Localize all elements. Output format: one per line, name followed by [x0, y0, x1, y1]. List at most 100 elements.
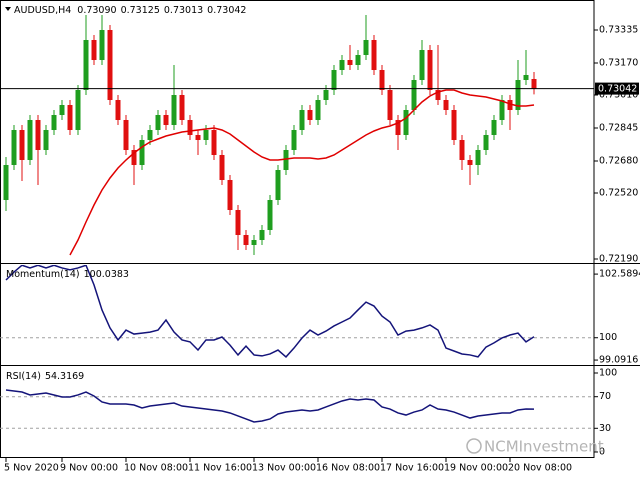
price-box	[595, 82, 639, 95]
candle-body	[395, 120, 401, 135]
y-tick-label: 70	[599, 391, 611, 402]
candle-body	[339, 60, 345, 70]
x-tick-label: 9 Nov 00:00	[60, 463, 118, 474]
candle-body	[483, 135, 489, 150]
x-tick-label: 13 Nov 00:00	[252, 463, 316, 474]
candle-body	[267, 200, 273, 230]
candle-body	[475, 150, 481, 165]
y-tick-label: 0.72520	[599, 188, 638, 199]
candle-body	[171, 95, 177, 125]
candle-body	[315, 100, 321, 120]
candle-body	[251, 240, 257, 245]
y-tick-label: 0.73010	[599, 90, 638, 101]
candle-body	[91, 40, 97, 60]
candle-body	[403, 110, 409, 135]
candle-body	[323, 90, 329, 100]
candle-body	[219, 155, 225, 180]
candle-body	[131, 150, 137, 165]
candle-body	[275, 170, 281, 200]
marks: 0.73335 0.73170 0.73010 0.72845 0.72680 0.725…	[0, 15, 640, 474]
candle-body	[419, 50, 425, 80]
y-tick-label: 0	[599, 447, 605, 458]
indicator-line	[5, 389, 535, 423]
candle-body	[371, 40, 377, 70]
candle-body	[99, 30, 105, 60]
candle-body	[331, 70, 337, 90]
y-tick-label: 30	[599, 423, 611, 434]
candle-body	[283, 150, 289, 170]
indicator-value: 100.0383	[84, 269, 129, 280]
candle-body	[411, 80, 417, 110]
y-tick-label: 0.73335	[599, 25, 638, 36]
indicator-name: RSI(14)	[6, 371, 41, 382]
watermark: NCMInvestment	[484, 438, 604, 456]
candle-body	[83, 40, 89, 90]
y-tick-label: 100	[599, 368, 617, 379]
x-tick-label: 16 Nov 08:00	[316, 463, 380, 474]
watermark-logo	[466, 438, 482, 454]
x-tick-label: 20 Nov 08:00	[508, 463, 572, 474]
candle-body	[259, 230, 265, 240]
low-label: 0.73013	[164, 5, 203, 16]
candle-body	[35, 120, 41, 150]
indicator-name: Momentum(14)	[6, 269, 80, 280]
candle-body	[467, 160, 473, 165]
symbol: AUDUSD,H4	[14, 5, 71, 16]
y-tick-label: 0.73170	[599, 58, 638, 69]
candle-body	[179, 95, 185, 120]
candle-body	[491, 120, 497, 135]
indicator-line	[5, 265, 535, 358]
momentum-header: Momentum(14) 100.0383	[6, 269, 129, 280]
candle-body	[75, 90, 81, 130]
candle-body	[355, 55, 361, 65]
candle-body	[507, 100, 513, 110]
candle-body	[235, 210, 241, 235]
indicator-value: 54.3169	[45, 371, 84, 382]
x-tick-label: 11 Nov 16:00	[188, 463, 252, 474]
high-label: 0.73125	[121, 5, 160, 16]
candle-body	[451, 110, 457, 140]
candle-body	[299, 110, 305, 130]
y-tick-label: 99.0916	[599, 355, 638, 366]
moving-average	[69, 89, 535, 256]
candle-body	[291, 130, 297, 150]
candle-body	[211, 130, 217, 155]
candle-body	[387, 90, 393, 120]
candle-body	[531, 79, 537, 89]
y-tick-label: 0.72680	[599, 156, 638, 167]
candle-body	[243, 235, 249, 245]
candle-body	[115, 100, 121, 120]
candle-body	[499, 100, 505, 120]
open-label: 0.73090	[77, 5, 116, 16]
candle-body	[11, 130, 17, 165]
pane	[0, 15, 594, 256]
x-tick-label: 19 Nov 00:00	[444, 463, 508, 474]
candle-body	[43, 130, 49, 150]
x-tick-label: 5 Nov 2020	[4, 463, 59, 474]
candle-body	[523, 75, 529, 80]
candle-body	[163, 115, 169, 125]
candle-body	[427, 50, 433, 90]
plot-frame	[0, 0, 595, 458]
candle-body	[515, 80, 521, 110]
candle-body	[195, 135, 201, 140]
candle-body	[203, 130, 209, 140]
menu-arrow	[5, 7, 11, 11]
candle-body	[51, 115, 57, 130]
price-box-label: 0.73042	[598, 84, 637, 95]
candle-body	[347, 60, 353, 65]
candle-body	[123, 120, 129, 150]
candle-body	[155, 115, 161, 130]
candle-body	[435, 90, 441, 100]
pane	[0, 265, 594, 358]
candle-body	[307, 110, 313, 120]
candle-body	[187, 120, 193, 135]
candle-body	[379, 70, 385, 90]
y-tick-label: 100	[599, 332, 617, 343]
candle-body	[147, 130, 153, 140]
candle-body	[227, 180, 233, 210]
candle-body	[27, 120, 33, 160]
candle-body	[443, 100, 449, 110]
candle-body	[59, 105, 65, 115]
